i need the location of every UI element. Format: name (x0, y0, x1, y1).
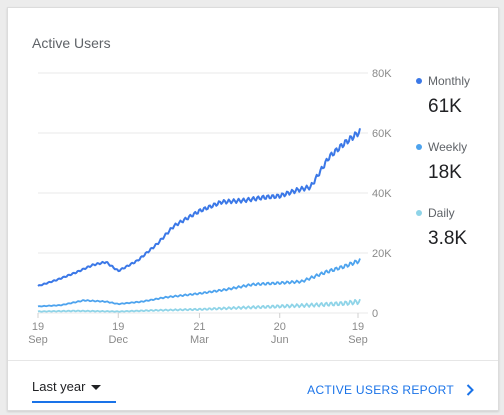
legend-value-daily: 3.8K (428, 228, 468, 249)
legend-item-weekly[interactable]: Weekly 18K (416, 140, 467, 184)
x-tick-month: Sep (348, 334, 368, 346)
legend-item-monthly[interactable]: Monthly 61K (416, 74, 470, 118)
legend-label-monthly: Monthly (428, 74, 471, 88)
weekly-dot-icon (416, 144, 422, 150)
y-tick-label: 80K (372, 68, 392, 80)
x-tick-day: 19 (32, 321, 44, 333)
x-tick-month: Mar (190, 334, 209, 346)
series-line-monthly (37, 128, 361, 287)
x-tick-month: Sep (28, 334, 48, 346)
caret-down-icon (91, 385, 102, 390)
date-range-dropdown[interactable]: Last year (32, 379, 116, 403)
card-footer: Last year ACTIVE USERS REPORT (8, 361, 498, 409)
footer-divider (8, 360, 498, 361)
monthly-dot-icon (416, 78, 422, 84)
x-tick-day: 19 (112, 321, 124, 333)
active-users-card: Active Users 80K 60K 40K 20K 0 19 Sep 19 Dec 21 Ma… (7, 7, 499, 411)
daily-dot-icon (416, 210, 422, 216)
x-tick-day: 20 (274, 321, 286, 333)
legend-label-weekly: Weekly (428, 140, 468, 154)
x-tick-day: 21 (193, 321, 205, 333)
legend-value-weekly: 18K (428, 162, 462, 183)
series-line-weekly (37, 258, 361, 308)
report-link-label: ACTIVE USERS REPORT (307, 383, 454, 397)
card-title: Active Users (32, 35, 111, 51)
legend-item-daily[interactable]: Daily 3.8K (416, 206, 467, 250)
date-range-label: Last year (32, 379, 86, 394)
y-tick-label: 0 (372, 308, 378, 320)
chevron-right-icon (466, 384, 474, 396)
x-tick-day: 19 (352, 321, 364, 333)
y-tick-label: 20K (372, 248, 392, 260)
series-line-daily (37, 298, 361, 313)
x-tick-month: Dec (108, 334, 128, 346)
legend-value-monthly: 61K (428, 96, 462, 117)
y-tick-label: 40K (372, 188, 392, 200)
legend-label-daily: Daily (428, 206, 455, 220)
active-users-report-link[interactable]: ACTIVE USERS REPORT (307, 383, 474, 397)
y-tick-label: 60K (372, 128, 392, 140)
x-tick-month: Jun (271, 334, 289, 346)
